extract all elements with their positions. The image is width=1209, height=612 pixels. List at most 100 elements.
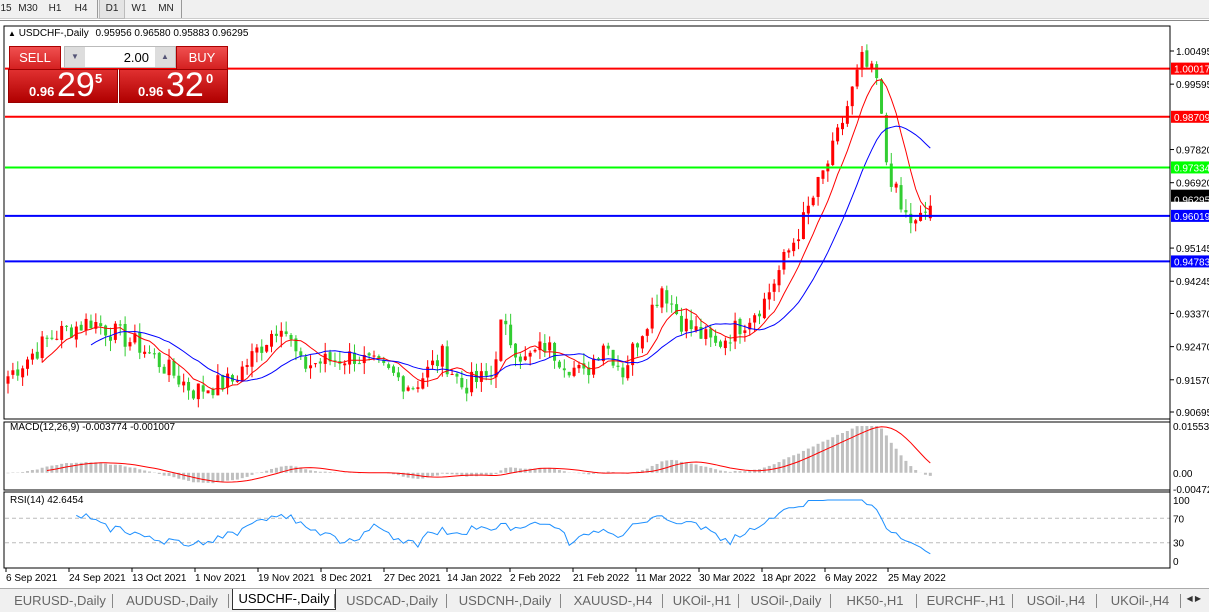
tab-usdcad-daily[interactable]: USDCAD-,Daily xyxy=(338,591,446,611)
timeframe-h1[interactable]: H1 xyxy=(44,0,66,18)
candle-body xyxy=(504,321,507,324)
sell-price-fraction: 5 xyxy=(95,71,102,86)
macd-bar xyxy=(836,435,839,473)
lot-increase-icon[interactable]: ▲ xyxy=(155,47,175,67)
chart-canvas[interactable]: 1.000170.987090.973340.960190.947831.004… xyxy=(0,21,1209,589)
candle-body xyxy=(690,320,693,329)
candle-body xyxy=(597,358,600,359)
timeframe-m15[interactable]: 15 xyxy=(0,0,12,18)
candle-body xyxy=(16,369,19,375)
candle-body xyxy=(299,351,302,355)
macd-bar xyxy=(21,472,24,473)
macd-bar xyxy=(451,473,454,474)
macd-bar xyxy=(114,465,117,473)
candle-body xyxy=(612,350,615,366)
macd-bar xyxy=(124,466,127,472)
timeframe-d1[interactable]: D1 xyxy=(99,0,125,19)
candle-body xyxy=(568,372,571,375)
tab-audusd-daily[interactable]: AUDUSD-,Daily xyxy=(116,591,228,611)
date-label: 6 May 2022 xyxy=(825,573,878,584)
sell-button[interactable]: SELL xyxy=(9,46,61,70)
tab-usoil-h4[interactable]: USOil-,H4 xyxy=(1016,591,1096,611)
macd-bar xyxy=(699,466,702,473)
macd-bar xyxy=(99,463,102,473)
tab-xauusd-h4[interactable]: XAUUSD-,H4 xyxy=(564,591,662,611)
sell-price[interactable]: 0.96 29 5 xyxy=(8,69,118,103)
macd-bar xyxy=(202,473,205,483)
candle-body xyxy=(343,363,346,365)
date-label: 1 Nov 2021 xyxy=(195,573,247,584)
macd-tick-label: 0.00 xyxy=(1173,469,1193,480)
timeframe-w1[interactable]: W1 xyxy=(127,0,151,18)
tab-scroll-arrows-icon[interactable]: ◀ ▶ xyxy=(1186,594,1201,603)
macd-bar xyxy=(685,462,688,472)
tab-hk50-h1[interactable]: HK50-,H1 xyxy=(834,591,916,611)
price-tick-label: 0.97820 xyxy=(1176,146,1209,157)
macd-bar xyxy=(324,472,327,473)
macd-bar xyxy=(817,444,820,473)
macd-bar xyxy=(182,473,185,480)
candle-body xyxy=(138,332,141,353)
candle-body xyxy=(529,353,532,357)
macd-bar xyxy=(441,473,444,474)
macd-bar xyxy=(138,469,141,472)
tab-divider xyxy=(560,594,561,608)
tab-usdcnh-daily[interactable]: USDCNH-,Daily xyxy=(450,591,560,611)
macd-bar xyxy=(753,470,756,473)
candle-body xyxy=(280,331,283,337)
tab-ukoil-h4[interactable]: UKOil-,H4 xyxy=(1100,591,1180,611)
candle-body xyxy=(109,336,112,340)
macd-bar xyxy=(119,465,122,473)
macd-bar xyxy=(94,462,97,472)
candle-body xyxy=(172,361,175,376)
macd-bar xyxy=(36,470,39,473)
macd-bar xyxy=(231,473,234,480)
collapse-triangle-icon[interactable]: ▲ xyxy=(8,29,16,38)
candle-body xyxy=(695,326,698,330)
macd-bar xyxy=(846,431,849,473)
tab-divider xyxy=(1012,594,1013,608)
ohlc-readout: 0.95956 0.96580 0.95883 0.96295 xyxy=(95,28,248,39)
candle-body xyxy=(41,336,44,358)
tab-ukoil-h1[interactable]: UKOil-,H1 xyxy=(666,591,738,611)
candle-body xyxy=(914,220,917,223)
macd-bar xyxy=(285,466,288,473)
candle-body xyxy=(26,359,29,368)
macd-bar xyxy=(660,461,663,472)
macd-bar xyxy=(270,469,273,473)
candle-body xyxy=(192,390,195,398)
timeframe-m30[interactable]: M30 xyxy=(14,0,42,18)
buy-price[interactable]: 0.96 32 0 xyxy=(119,69,228,103)
tab-eurchf-h1[interactable]: EURCHF-,H1 xyxy=(920,591,1012,611)
timeframe-mn[interactable]: MN xyxy=(154,0,178,18)
date-label: 8 Dec 2021 xyxy=(321,573,373,584)
macd-bar xyxy=(70,463,73,473)
candle-body xyxy=(36,352,39,359)
tab-eurusd-daily[interactable]: EURUSD-,Daily xyxy=(8,591,112,611)
candle-body xyxy=(124,324,127,347)
candle-body xyxy=(89,321,92,329)
candle-body xyxy=(431,361,434,365)
price-tick-label: 0.94245 xyxy=(1176,277,1209,288)
candle-body xyxy=(426,367,429,378)
tab-usoil-daily[interactable]: USOil-,Daily xyxy=(742,591,830,611)
candle-body xyxy=(534,350,537,352)
candle-body xyxy=(709,329,712,338)
tab-divider xyxy=(738,594,739,608)
candle-body xyxy=(304,357,307,369)
macd-bar xyxy=(729,472,732,473)
tab-divider xyxy=(830,594,831,608)
candle-body xyxy=(207,390,210,393)
macd-tick-label: 0.015533 xyxy=(1173,422,1209,433)
macd-bar xyxy=(148,472,151,473)
lot-decrease-icon[interactable]: ▼ xyxy=(65,47,85,67)
candle-body xyxy=(558,362,561,368)
tab-usdchf-daily[interactable]: USDCHF-,Daily xyxy=(232,589,336,610)
lot-size-field[interactable]: ▼ 2.00 ▲ xyxy=(64,46,176,68)
lot-size-value[interactable]: 2.00 xyxy=(124,50,149,65)
timeframe-h4[interactable]: H4 xyxy=(70,0,92,18)
macd-bar xyxy=(158,473,161,474)
tab-divider xyxy=(916,594,917,608)
candle-body xyxy=(373,356,376,357)
